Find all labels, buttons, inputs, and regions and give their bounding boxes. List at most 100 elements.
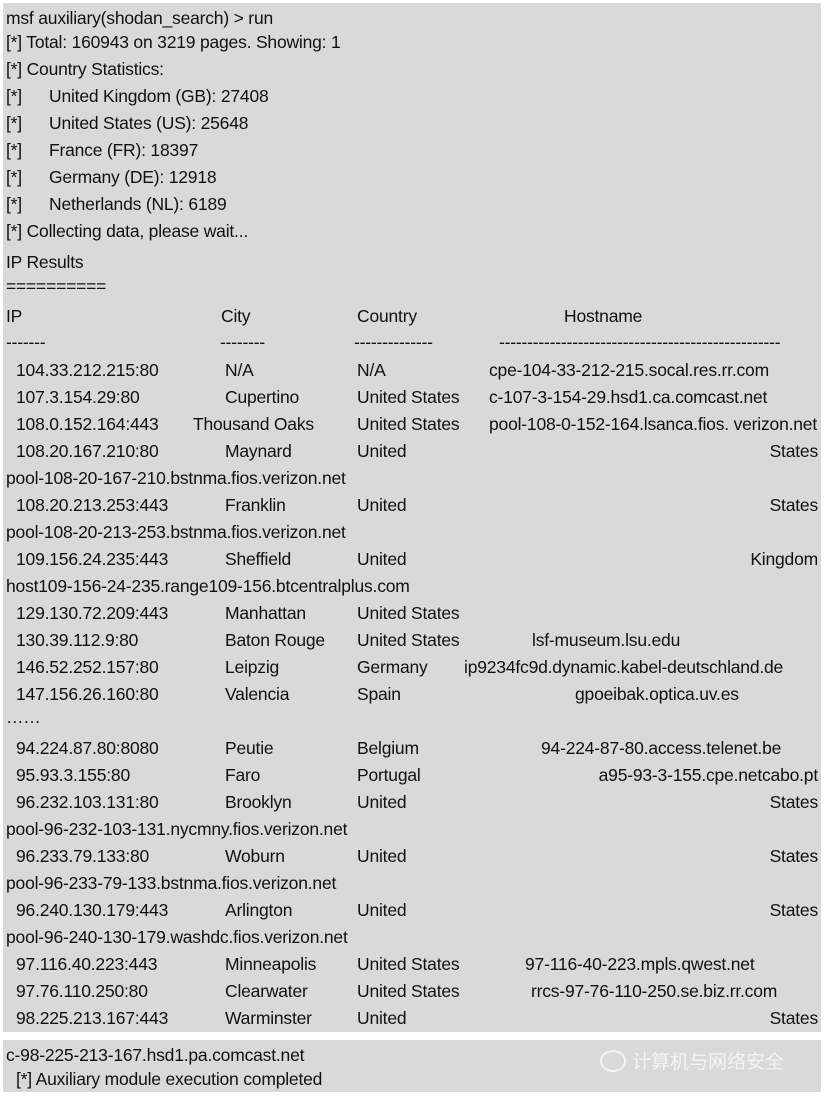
row-hostname: a95-93-3-155.cpe.netcabo.pt [598, 765, 819, 785]
row-hostname-wrapped: pool-108-20-213-253.bstnma.fios.verizon.… [6, 522, 346, 542]
column-dashes: ----------------------------------------… [499, 332, 781, 352]
row-hostname-wrapped: pool-96-240-130-179.washdc.fios.verizon.… [6, 927, 348, 947]
row-country: United [357, 549, 407, 569]
row-city: Arlington [225, 900, 293, 920]
stats-marker: [*] [6, 113, 22, 133]
ip-results-heading: IP Results [6, 252, 84, 272]
total-line: [*] Total: 160943 on 3219 pages. Showing… [6, 32, 341, 52]
row-city: Cupertino [225, 387, 300, 407]
country-stat: Netherlands (NL): 6189 [49, 194, 227, 214]
row-country: United [357, 1008, 407, 1028]
row-city: Maynard [225, 441, 292, 461]
stats-marker: [*] [6, 167, 22, 187]
column-header-hostname: Hostname [564, 306, 643, 326]
column-header-ip: IP [6, 306, 23, 326]
row-hostname: pool-108-0-152-164.lsanca.fios. verizon.… [489, 414, 817, 434]
column-header-city: City [221, 306, 251, 326]
stats-marker: [*] [6, 86, 22, 106]
row-country-wrapped: States [769, 792, 819, 812]
row-hostname: gpoeibak.optica.uv.es [575, 684, 739, 704]
row-country: United States [357, 954, 460, 974]
row-hostname: cpe-104-33-212-215.socal.res.rr.com [489, 360, 769, 380]
column-dashes: -------- [220, 332, 266, 352]
terminal-output-footer: c-98-225-213-167.hsd1.pa.comcast.net [*]… [3, 1040, 821, 1092]
row-city: Faro [225, 765, 261, 785]
row-ip: 96.232.103.131:80 [16, 792, 159, 812]
row-city: Baton Rouge [225, 630, 325, 650]
row-hostname: lsf-museum.lsu.edu [532, 630, 681, 650]
row-city: Minneapolis [225, 954, 317, 974]
row-ip: 96.240.130.179:443 [16, 900, 169, 920]
ellipsis: …… [6, 707, 41, 727]
row-city: Leipzig [225, 657, 280, 677]
watermark-text: 计算机与网络安全 [632, 1052, 785, 1073]
stats-marker: [*] [6, 140, 22, 160]
country-stat: Germany (DE): 12918 [49, 167, 217, 187]
row-ip: 146.52.252.157:80 [16, 657, 159, 677]
row-country: Belgium [357, 738, 419, 758]
row-country-wrapped: States [769, 900, 819, 920]
completion-message: [*] Auxiliary module execution completed [16, 1069, 323, 1089]
collecting-line: [*] Collecting data, please wait... [6, 221, 249, 241]
country-stat: France (FR): 18397 [49, 140, 199, 160]
row-hostname: rrcs-97-76-110-250.se.biz.rr.com [531, 981, 778, 1001]
row-country-wrapped: States [769, 495, 819, 515]
stats-marker: [*] [6, 194, 22, 214]
row-country: United States [357, 414, 460, 434]
row-city: Manhattan [225, 603, 306, 623]
row-country-wrapped: States [769, 1008, 819, 1028]
row-city: Brooklyn [225, 792, 292, 812]
row-ip: 108.0.152.164:443 [16, 414, 159, 434]
row-country: United [357, 441, 407, 461]
row-country: Spain [357, 684, 401, 704]
column-header-country: Country [357, 306, 417, 326]
row-city: Peutie [225, 738, 274, 758]
row-hostname-wrapped: host109-156-24-235.range109-156.btcentra… [6, 576, 410, 596]
row-country: N/A [357, 360, 386, 380]
wrapped-hostname-last: c-98-225-213-167.hsd1.pa.comcast.net [6, 1045, 305, 1065]
row-ip: 95.93.3.155:80 [16, 765, 130, 785]
row-ip: 104.33.212.215:80 [16, 360, 159, 380]
column-dashes: -------------- [354, 332, 433, 352]
command-prompt: msf auxiliary(shodan_search) > run [6, 8, 274, 28]
row-ip: 129.130.72.209:443 [16, 603, 169, 623]
row-country: United [357, 846, 407, 866]
row-ip: 107.3.154.29:80 [16, 387, 140, 407]
watermark: 计算机与网络安全 [600, 1047, 784, 1074]
row-ip: 147.156.26.160:80 [16, 684, 159, 704]
row-hostname-wrapped: pool-96-233-79-133.bstnma.fios.verizon.n… [6, 873, 337, 893]
row-hostname: 97-116-40-223.mpls.qwest.net [525, 954, 755, 974]
row-hostname: ip9234fc9d.dynamic.kabel-deutschland.de [464, 657, 784, 677]
row-country: Germany [357, 657, 428, 677]
row-city: Clearwater [225, 981, 308, 1001]
row-city: Thousand Oaks [193, 414, 314, 434]
row-hostname: 94-224-87-80.access.telenet.be [541, 738, 782, 758]
wechat-icon [600, 1049, 626, 1072]
row-ip: 108.20.167.210:80 [16, 441, 159, 461]
terminal-output: msf auxiliary(shodan_search) > run [*] To… [3, 3, 821, 1032]
country-stat: United States (US): 25648 [49, 113, 249, 133]
row-ip: 109.156.24.235:443 [16, 549, 169, 569]
row-ip: 97.76.110.250:80 [16, 981, 148, 1001]
row-city: Woburn [225, 846, 285, 866]
row-hostname-wrapped: pool-108-20-167-210.bstnma.fios.verizon.… [6, 468, 346, 488]
row-hostname-wrapped: pool-96-232-103-131.nycmny.fios.verizon.… [6, 819, 348, 839]
row-country-wrapped: States [769, 846, 819, 866]
row-city: Sheffield [225, 549, 291, 569]
separator-line: ========== [6, 276, 107, 296]
country-stat: United Kingdom (GB): 27408 [49, 86, 269, 106]
row-city: Franklin [225, 495, 286, 515]
row-country: United States [357, 630, 460, 650]
row-ip: 97.116.40.223:443 [16, 954, 158, 974]
country-stats-label: [*] Country Statistics: [6, 59, 164, 79]
row-country: United States [357, 603, 460, 623]
row-country-wrapped: Kingdom [750, 549, 818, 569]
row-country: United States [357, 387, 460, 407]
row-country: United [357, 495, 407, 515]
row-country: United States [357, 981, 460, 1001]
row-country-wrapped: States [769, 441, 819, 461]
row-ip: 96.233.79.133:80 [16, 846, 150, 866]
row-country: Portugal [357, 765, 421, 785]
row-ip: 130.39.112.9:80 [16, 630, 139, 650]
row-country: United [357, 900, 407, 920]
